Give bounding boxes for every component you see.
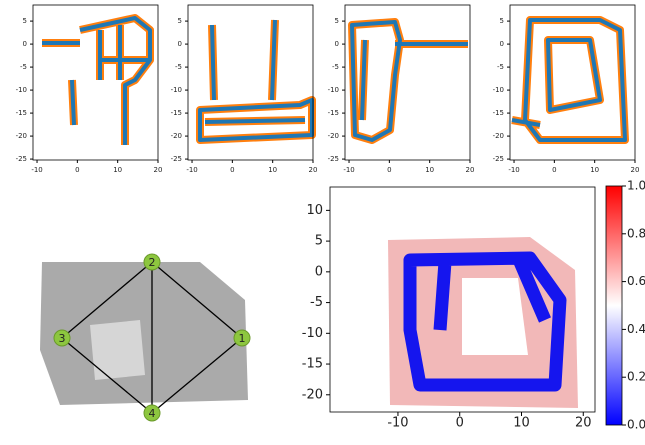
y-tick-label: -5	[20, 63, 27, 71]
y-tick-label: -10	[171, 86, 182, 94]
y-tick-label: 5	[335, 17, 339, 25]
y-tick-label: 0	[178, 40, 182, 48]
x-tick-label: 10	[513, 416, 530, 431]
x-tick-label: -10	[186, 166, 197, 174]
y-tick-label: -15	[171, 109, 182, 117]
x-tick-label: 10	[113, 166, 122, 174]
free-space	[90, 320, 145, 380]
occupancy-blob	[40, 262, 248, 405]
x-tick-label: 0	[230, 166, 234, 174]
y-tick-label: -15	[493, 109, 504, 117]
y-tick-label: 10	[306, 203, 323, 218]
node-label: 2	[149, 256, 156, 269]
x-tick-label: 0	[456, 416, 464, 431]
x-tick-label: 20	[309, 166, 318, 174]
y-tick-label: 0	[335, 40, 339, 48]
y-tick-label: -10	[16, 86, 27, 94]
y-tick-label: -5	[310, 295, 323, 310]
cloud-1	[42, 18, 150, 145]
y-tick-label: -5	[175, 63, 182, 71]
y-tick-label: -25	[493, 155, 504, 163]
y-tick-label: -10	[493, 86, 504, 94]
node-label: 1	[239, 332, 246, 345]
colorbar-tick-label: 0.2	[627, 370, 645, 384]
y-tick-label: -10	[328, 86, 339, 94]
x-tick-label: -10	[508, 166, 519, 174]
y-tick-label: -5	[332, 63, 339, 71]
x-tick-label: 20	[631, 166, 640, 174]
node-label: 4	[149, 407, 156, 420]
y-tick-label: -25	[328, 155, 339, 163]
x-tick-label: 0	[387, 166, 391, 174]
graph-diagram	[40, 262, 248, 413]
y-tick-label: -25	[16, 155, 27, 163]
y-tick-label: -15	[302, 357, 323, 372]
x-tick-label: -10	[343, 166, 354, 174]
cloud-4	[512, 20, 625, 140]
x-tick-label: -10	[387, 416, 408, 431]
point-clouds	[42, 18, 625, 145]
heatmap-map	[388, 237, 578, 408]
y-tick-label: -10	[302, 326, 323, 341]
x-tick-label: 20	[466, 166, 475, 174]
cloud-2	[200, 20, 312, 140]
y-tick-label: 0	[23, 40, 27, 48]
y-tick-label: -5	[497, 63, 504, 71]
x-tick-label: 0	[552, 166, 556, 174]
colorbar-tick-label: 0.8	[627, 226, 645, 240]
x-tick-label: -10	[31, 166, 42, 174]
colorbar-tick-label: 1.0	[627, 179, 645, 193]
y-tick-label: -20	[16, 132, 27, 140]
y-tick-label: 5	[500, 17, 504, 25]
colorbar-tick-label: 0.6	[627, 274, 645, 288]
x-tick-label: 20	[575, 416, 592, 431]
y-tick-label: -25	[171, 155, 182, 163]
y-tick-label: 0	[500, 40, 504, 48]
y-tick-label: -20	[171, 132, 182, 140]
y-tick-label: 5	[23, 17, 27, 25]
y-tick-label: -15	[16, 109, 27, 117]
colorbar	[606, 186, 622, 425]
y-tick-label: 0	[315, 264, 323, 279]
colorbar-tick-label: 0.4	[627, 322, 645, 336]
x-tick-label: 20	[154, 166, 163, 174]
x-tick-label: 10	[425, 166, 434, 174]
x-tick-label: 0	[75, 166, 79, 174]
x-tick-label: 10	[590, 166, 599, 174]
y-tick-label: -20	[328, 132, 339, 140]
figure: -100102050-5-10-15-20-25-100102050-5-10-…	[0, 0, 645, 445]
colorbar-tick-label: 0.0	[627, 418, 645, 432]
y-tick-label: -20	[302, 387, 323, 402]
y-tick-label: -15	[328, 109, 339, 117]
y-tick-label: 5	[178, 17, 182, 25]
x-tick-label: 10	[268, 166, 277, 174]
node-label: 3	[59, 332, 66, 345]
y-tick-label: -20	[493, 132, 504, 140]
y-tick-label: 5	[315, 234, 323, 249]
cloud-3	[352, 22, 468, 140]
